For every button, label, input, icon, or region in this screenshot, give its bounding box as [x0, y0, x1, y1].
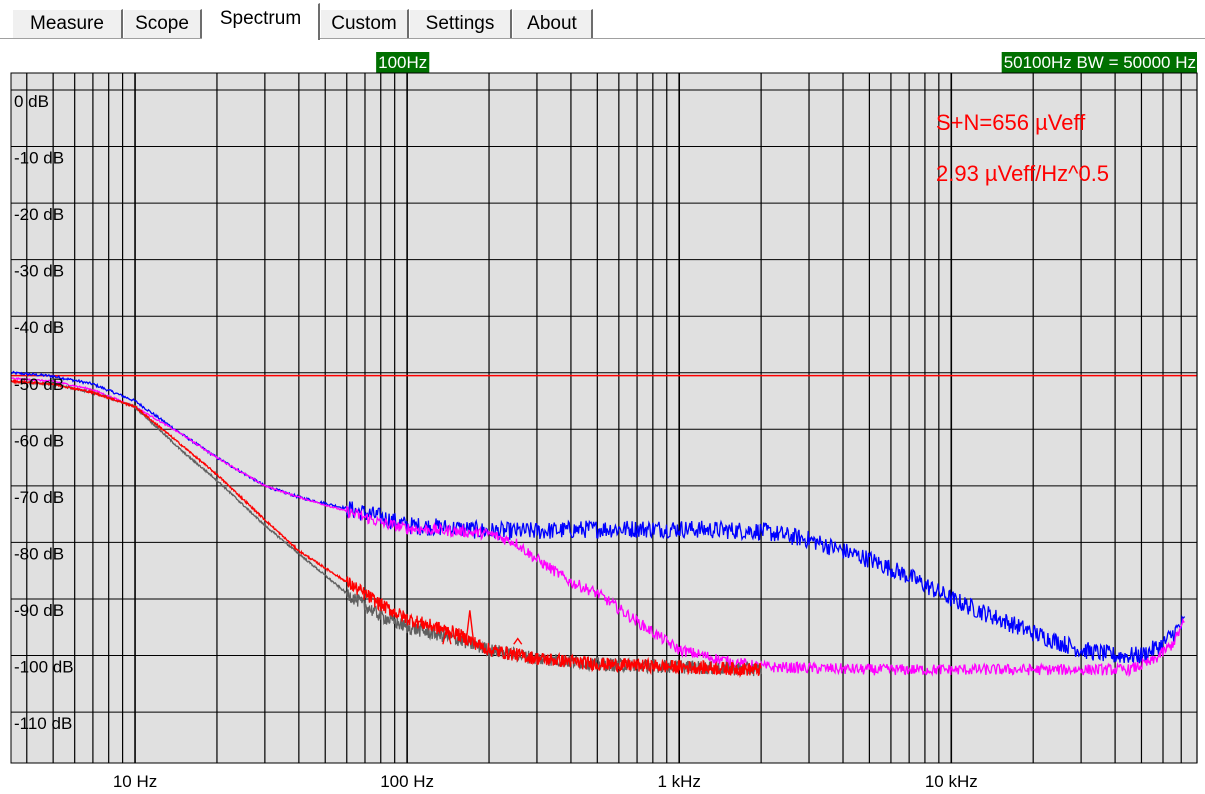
y-tick-label: -100 dB [14, 658, 74, 677]
spectrum-chart[interactable]: 0 dB -10 dB -20 dB -30 dB -40 dB -50 dB -60 dB… [0, 40, 1205, 794]
spectrum-traces [10, 370, 1186, 678]
y-tick-label: -40 dB [14, 318, 64, 337]
left-marker-label: 100Hz [378, 53, 427, 72]
left-marker-badge [376, 52, 430, 73]
plot-border [10, 72, 1198, 764]
trace-spur-2 [442, 627, 452, 645]
x-tick-label: 10 Hz [113, 772, 157, 791]
tab-about[interactable]: About [512, 9, 593, 38]
y-tick-label: 0 dB [14, 92, 49, 111]
tab-bar: Measure Scope Spectrum Custom Settings A… [0, 0, 1205, 40]
y-tick-label: -30 dB [14, 262, 64, 281]
horizontal-grid [11, 89, 1197, 713]
y-tick-label: -70 dB [14, 488, 64, 507]
tab-settings[interactable]: Settings [409, 9, 512, 38]
x-tick-label: 100 Hz [380, 772, 434, 791]
tab-custom[interactable]: Custom [320, 9, 409, 38]
y-tick-label: -90 dB [14, 601, 64, 620]
vertical-grid [26, 73, 1198, 763]
y-tick-label: -80 dB [14, 544, 64, 563]
y-tick-label: -20 dB [14, 205, 64, 224]
y-axis-labels: 0 dB -10 dB -20 dB -30 dB -40 dB -50 dB -60 dB… [14, 92, 74, 733]
trace-3 [10, 378, 762, 678]
readout-noise-density: 2.93 µVeff/Hz^0.5 [936, 161, 1109, 186]
x-axis-labels: 10 Hz 100 Hz 1 kHz 10 kHz [113, 772, 978, 791]
y-tick-label: -110 dB [14, 714, 72, 733]
x-tick-label: 10 kHz [925, 772, 978, 791]
y-tick-label: -50 dB [14, 375, 64, 394]
tab-scope[interactable]: Scope [123, 9, 202, 38]
readout-signal-noise: S+N=656 µVeff [936, 110, 1086, 135]
x-tick-label: 1 kHz [657, 772, 700, 791]
right-marker-label: 50100Hz BW = 50000 Hz [1004, 53, 1196, 72]
tab-measure[interactable]: Measure [12, 9, 123, 38]
tab-spectrum[interactable]: Spectrum [202, 3, 320, 40]
trace-spur-0 [465, 610, 475, 645]
y-tick-label: -10 dB [14, 149, 64, 168]
trace-spur-1 [513, 637, 523, 645]
plot-area[interactable] [11, 73, 1197, 763]
right-marker-badge [1001, 52, 1197, 73]
y-tick-label: -60 dB [14, 431, 64, 450]
trace-1 [10, 376, 1185, 678]
tab-strip-divider [0, 38, 1205, 39]
frequency-markers: 100Hz 50100Hz BW = 50000 Hz [376, 52, 1197, 73]
